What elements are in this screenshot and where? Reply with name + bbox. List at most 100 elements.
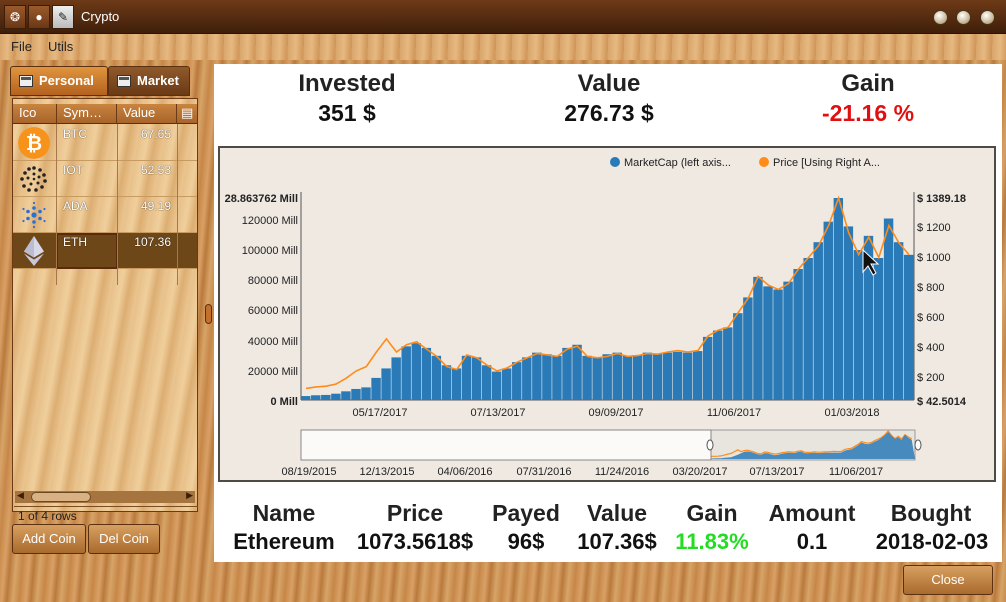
tab-market[interactable]: Market xyxy=(108,66,190,96)
column-header-ico[interactable]: Ico xyxy=(13,104,57,124)
marketcap-bar xyxy=(733,313,743,400)
pin-icon[interactable]: ✎ xyxy=(52,5,74,29)
chart-legend: MarketCap (left axis... Price [Using Rig… xyxy=(610,157,880,169)
table-row[interactable]: ₿ BTC 67.65 xyxy=(13,125,197,161)
navigator-tick-label: 08/19/2015 xyxy=(281,466,336,478)
x-tick-label: 05/17/2017 xyxy=(352,407,407,419)
marketcap-bar xyxy=(451,368,462,400)
column-menu-icon[interactable]: ▤ xyxy=(181,105,194,120)
marketcap-bar xyxy=(532,352,542,400)
navigator-x-ticks: 08/19/2015 12/13/2015 04/06/2016 07/31/2016… xyxy=(281,466,883,478)
marketcap-bar xyxy=(652,353,663,400)
detail-name-value: Ethereum xyxy=(233,529,335,554)
marketcap-bar xyxy=(461,355,472,400)
cell-symbol: ADA xyxy=(63,199,88,213)
navigator-right-handle[interactable] xyxy=(914,439,922,451)
chart-canvas[interactable]: MarketCap (left axis... Price [Using Rig… xyxy=(220,148,994,480)
marketcap-bar xyxy=(562,347,572,400)
plot-area xyxy=(300,192,915,401)
navigator-tick-label: 12/13/2015 xyxy=(359,466,414,478)
marketcap-bar xyxy=(391,357,401,400)
navigator-tick-label: 07/31/2016 xyxy=(516,466,571,478)
menu-icon[interactable]: ● xyxy=(28,5,50,29)
detail-name-label: Name xyxy=(252,500,316,526)
del-coin-button[interactable]: Del Coin xyxy=(88,524,160,554)
left-tick-label: 60000 Mill xyxy=(248,305,298,317)
maximize-button[interactable] xyxy=(956,10,971,25)
left-tick-label: 120000 Mill xyxy=(242,215,298,227)
scroll-left-icon[interactable]: ◀ xyxy=(17,490,24,500)
cell-symbol: IOT xyxy=(63,163,83,177)
value-label: Value xyxy=(577,70,641,97)
marketcap-bar xyxy=(783,281,793,400)
left-tick-label: 28.863762 Mill xyxy=(225,193,298,205)
panel-splitter-handle[interactable] xyxy=(205,304,212,324)
navigator-marketcap-area xyxy=(711,432,915,459)
scroll-right-icon[interactable]: ▶ xyxy=(186,490,193,500)
gain-value: -21.16 % xyxy=(821,100,915,126)
menu-utils[interactable]: Utils xyxy=(48,39,74,54)
navigator-left-handle[interactable] xyxy=(706,439,714,451)
marketcap-bar xyxy=(371,377,381,400)
navigator-tick-label: 04/06/2016 xyxy=(437,466,492,478)
gain-label: Gain xyxy=(841,70,895,97)
legend-price-marker xyxy=(759,157,769,167)
marketcap-bar xyxy=(833,198,844,400)
main-panel: Invested 351 $ Value 276.73 $ Gain -21.1… xyxy=(214,64,1002,562)
marketcap-bar xyxy=(522,357,532,400)
marketcap-bar xyxy=(311,395,321,400)
marketcap-bar xyxy=(672,351,683,400)
column-divider xyxy=(177,124,178,285)
marketcap-bar xyxy=(702,336,713,400)
marketcap-bar xyxy=(843,226,854,400)
table-row-selected[interactable]: ETH 107.36 xyxy=(13,233,197,269)
column-header-value[interactable]: Value xyxy=(117,104,177,124)
cell-value: 107.36 xyxy=(134,235,171,249)
marketcap-bar xyxy=(612,352,622,400)
right-tick-label: $ 400 xyxy=(917,342,945,354)
column-divider xyxy=(117,124,118,285)
cell-value: 52.53 xyxy=(140,163,171,177)
marketcap-bar xyxy=(632,355,643,400)
range-navigator[interactable]: 08/19/2015 12/13/2015 04/06/2016 07/31/2016… xyxy=(281,429,922,478)
terminal-icon xyxy=(117,75,131,87)
marketcap-bar xyxy=(351,388,361,400)
tab-personal[interactable]: Personal xyxy=(10,66,108,96)
marketcap-bar xyxy=(321,394,331,400)
detail-value-label: Value xyxy=(586,500,648,526)
right-tick-label: $ 600 xyxy=(917,312,945,324)
marketcap-bar xyxy=(441,365,452,400)
price-series-line xyxy=(305,195,910,390)
close-window-button[interactable] xyxy=(980,10,995,25)
x-tick-label: 09/09/2017 xyxy=(588,407,643,419)
marketcap-bar xyxy=(381,368,391,400)
invested-value: 351 $ xyxy=(318,100,376,126)
left-tick-label: 40000 Mill xyxy=(248,336,298,348)
mouse-cursor-icon xyxy=(862,248,880,276)
table-row[interactable]: ADA 49.19 xyxy=(13,197,197,233)
legend-marketcap-marker xyxy=(610,157,620,167)
marketcap-bar xyxy=(903,254,914,400)
close-button[interactable]: Close xyxy=(903,565,993,595)
menu-file[interactable]: File xyxy=(11,39,32,54)
add-coin-button[interactable]: Add Coin xyxy=(12,524,86,554)
left-axis-ticks: 28.863762 Mill 120000 Mill 100000 Mill 8000… xyxy=(225,193,298,408)
app-logo-icon[interactable]: ❂ xyxy=(4,5,26,29)
right-tick-label: $ 1200 xyxy=(917,222,951,234)
scrollbar-thumb[interactable] xyxy=(31,492,91,502)
cell-symbol: ETH xyxy=(63,235,87,249)
price-chart[interactable]: MarketCap (left axis... Price [Using Rig… xyxy=(218,146,996,482)
cardano-icon xyxy=(22,201,46,229)
svg-text:₿: ₿ xyxy=(26,133,42,155)
tab-market-label: Market xyxy=(137,73,179,88)
marketcap-bar xyxy=(863,235,874,400)
table-row[interactable]: IOT 52.53 xyxy=(13,161,197,197)
detail-bought-label: Bought xyxy=(890,500,972,526)
horizontal-scrollbar[interactable]: ◀ ▶ xyxy=(15,490,195,503)
menu-bar: File Utils xyxy=(0,34,1006,60)
table-header: Ico Sym… Value ▤ xyxy=(13,104,197,124)
marketcap-bar xyxy=(823,221,834,400)
left-tick-label: 20000 Mill xyxy=(248,366,298,378)
column-header-symbol[interactable]: Sym… xyxy=(57,104,117,124)
minimize-button[interactable] xyxy=(933,10,948,25)
